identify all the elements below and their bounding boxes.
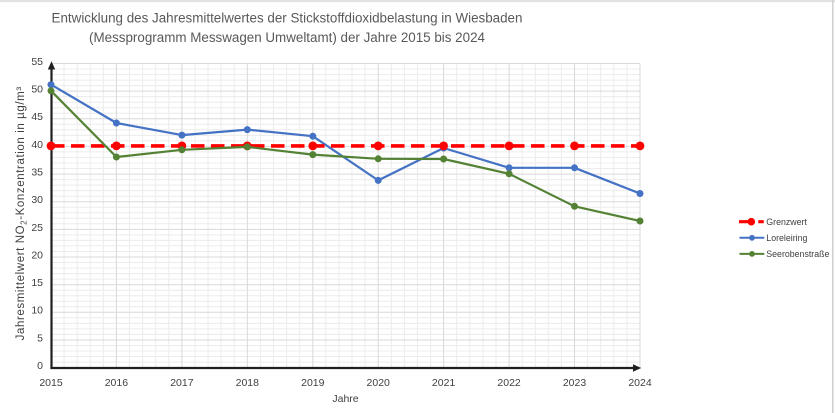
svg-text:Grenzwert: Grenzwert [766,217,807,227]
svg-text:10: 10 [31,305,43,317]
svg-text:2020: 2020 [367,377,391,389]
svg-text:50: 50 [31,84,43,96]
svg-text:Jahre: Jahre [332,393,358,405]
svg-text:2017: 2017 [170,377,194,389]
svg-text:2022: 2022 [497,377,521,389]
svg-text:25: 25 [31,222,43,234]
svg-text:35: 35 [31,167,43,179]
svg-text:30: 30 [31,194,43,206]
svg-text:2021: 2021 [432,377,456,389]
svg-text:40: 40 [31,139,43,151]
svg-text:2019: 2019 [301,377,325,389]
svg-text:Jahresmittelwert NO2-Konzentra: Jahresmittelwert NO2-Konzentration in µg… [15,86,29,340]
svg-text:20: 20 [31,249,43,261]
svg-text:0: 0 [37,360,43,372]
svg-text:5: 5 [37,332,43,344]
svg-text:Loreleiring: Loreleiring [766,233,807,243]
svg-text:2016: 2016 [105,377,129,389]
svg-text:(Messprogramm Messwagen Umwelt: (Messprogramm Messwagen Umweltamt) der J… [89,30,485,45]
svg-text:Seerobenstraße: Seerobenstraße [766,249,829,259]
svg-text:Entwicklung des Jahresmittelwe: Entwicklung des Jahresmittelwertes der S… [52,11,523,26]
svg-text:2018: 2018 [236,377,260,389]
svg-text:2023: 2023 [563,377,587,389]
svg-text:2024: 2024 [628,377,652,389]
svg-text:2015: 2015 [39,377,63,389]
svg-text:45: 45 [31,111,43,123]
svg-text:55: 55 [31,56,43,68]
svg-text:15: 15 [31,277,43,289]
